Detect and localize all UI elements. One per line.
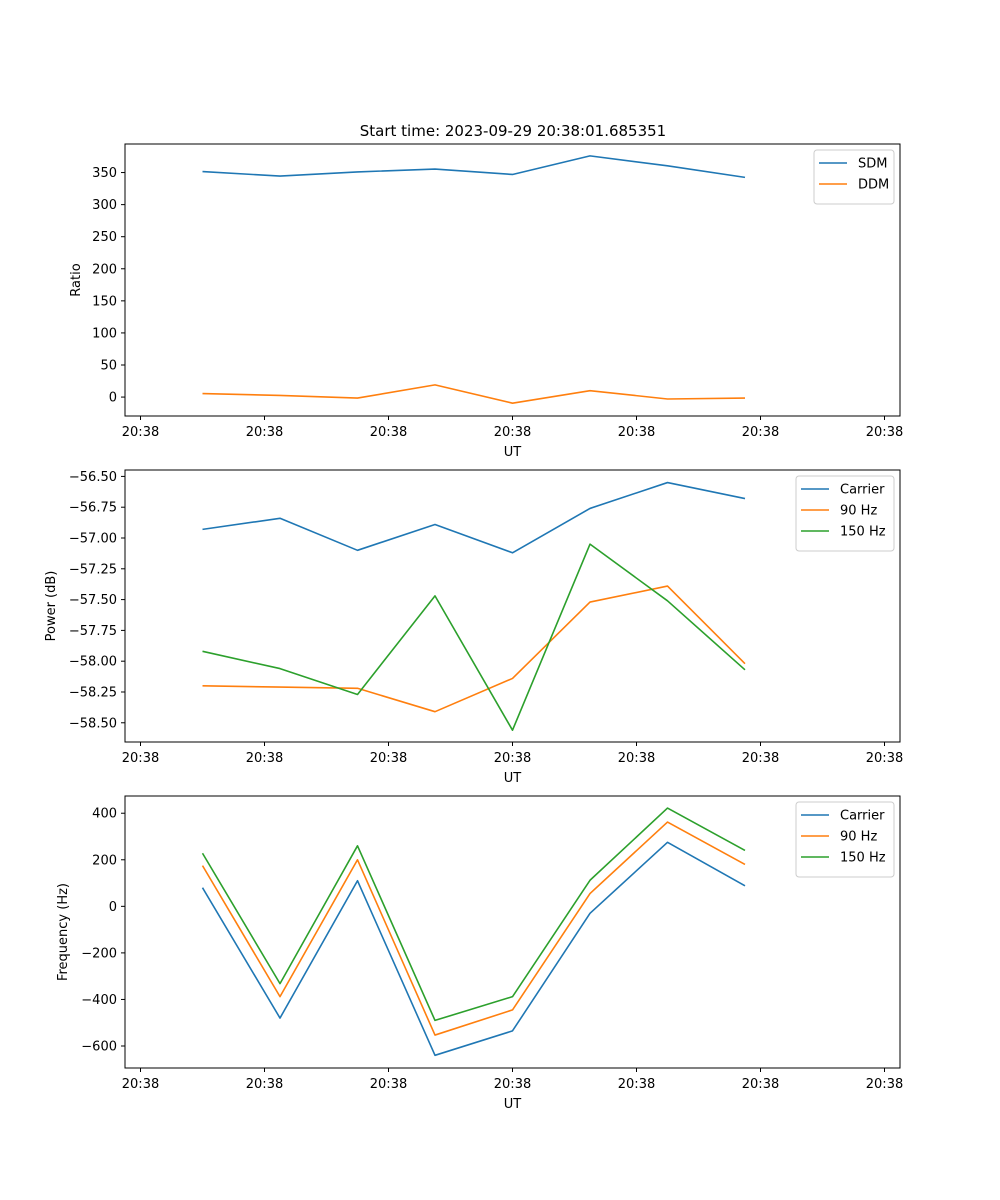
x-tick-label: 20:38 [246,1077,283,1092]
series-line-150-hz [201,807,746,1022]
y-tick-label: −400 [81,993,117,1008]
legend-label: Carrier [840,809,885,824]
y-tick-label: −57.75 [69,624,117,639]
series-line-ddm [202,384,746,404]
y-tick-label: −58.50 [69,716,117,731]
x-tick-label: 20:38 [494,751,531,766]
charts: 20:38 20:38 20:38 20:38 20:38 20:38 20:38 0 50 10… [44,143,903,1112]
y-tick-label: 50 [100,359,117,374]
y-tick-label: 150 [92,294,117,309]
legend-label: 90 Hz [840,504,877,519]
legend-label: 150 Hz [840,525,886,540]
y-tick-label: −600 [81,1040,117,1055]
chart-panel-3: 20:38 20:38 20:38 20:38 20:38 20:38 20:38 −600 −… [56,795,903,1112]
y-axis-label: Power (dB) [44,571,59,642]
y-tick-label: 0 [109,900,117,915]
x-tick-label: 20:38 [122,425,159,440]
series-line-150-hz [202,543,746,731]
chart-panel-1: 20:38 20:38 20:38 20:38 20:38 20:38 20:38 0 50 10… [69,143,903,460]
x-tick-label: 20:38 [742,1077,779,1092]
y-axis-label: Ratio [69,263,84,296]
y-tick-label: 400 [92,807,117,822]
y-tick-label: −58.00 [69,655,117,670]
y-tick-label: 100 [92,326,117,341]
series-line-sdm [202,155,746,179]
x-tick-label: 20:38 [370,1077,407,1092]
y-tick-label: −57.25 [69,562,117,577]
legend: Carrier 90 Hz 150 Hz [795,475,895,552]
y-tick-label: −56.50 [69,470,117,485]
x-tick-label: 20:38 [618,751,655,766]
y-tick-label: 200 [92,262,117,277]
x-tick-label: 20:38 [370,425,407,440]
x-tick-label: 20:38 [370,751,407,766]
x-tick-label: 20:38 [618,425,655,440]
x-tick-label: 20:38 [742,425,779,440]
y-tick-label: −56.75 [69,501,117,516]
legend-label: 150 Hz [840,851,886,866]
x-tick-label: 20:38 [122,751,159,766]
figure-title: Start time: 2023-09-29 20:38:01.685351 [360,122,666,140]
series-line-90-hz [202,585,746,713]
x-tick-label: 20:38 [618,1077,655,1092]
series-line-90-hz [201,821,746,1036]
y-axis-label: Frequency (Hz) [56,883,71,981]
plot-frame [124,469,901,743]
chart-panel-2: 20:38 20:38 20:38 20:38 20:38 20:38 20:38 −58.5… [44,469,903,786]
x-axis-label: UT [504,445,522,460]
legend-label: DDM [858,178,889,193]
y-tick-label: −200 [81,946,117,961]
y-tick-label: −58.25 [69,685,117,700]
legend: Carrier 90 Hz 150 Hz [795,801,895,878]
y-tick-label: 200 [92,853,117,868]
y-tick-label: 350 [92,166,117,181]
x-tick-label: 20:38 [246,425,283,440]
x-tick-label: 20:38 [866,751,903,766]
x-axis-label: UT [504,1097,522,1112]
x-tick-label: 20:38 [122,1077,159,1092]
legend-label: Carrier [840,483,885,498]
legend-label: SDM [858,157,887,172]
x-tick-label: 20:38 [246,751,283,766]
y-tick-label: 250 [92,230,117,245]
y-tick-label: −57.50 [69,593,117,608]
x-axis-label: UT [504,771,522,786]
legend-box [795,475,895,552]
x-tick-label: 20:38 [494,425,531,440]
plot-frame [124,143,901,417]
legend: SDM DDM [813,149,895,205]
legend-box [795,801,895,878]
x-tick-label: 20:38 [494,1077,531,1092]
x-tick-label: 20:38 [866,425,903,440]
legend-label: 90 Hz [840,830,877,845]
x-tick-label: 20:38 [742,751,779,766]
y-tick-label: −57.00 [69,532,117,547]
y-tick-label: 0 [109,391,117,406]
series-line-carrier [201,841,746,1057]
series-line-carrier [202,481,746,554]
x-tick-label: 20:38 [866,1077,903,1092]
y-tick-label: 300 [92,198,117,213]
plot-frame [124,795,901,1069]
